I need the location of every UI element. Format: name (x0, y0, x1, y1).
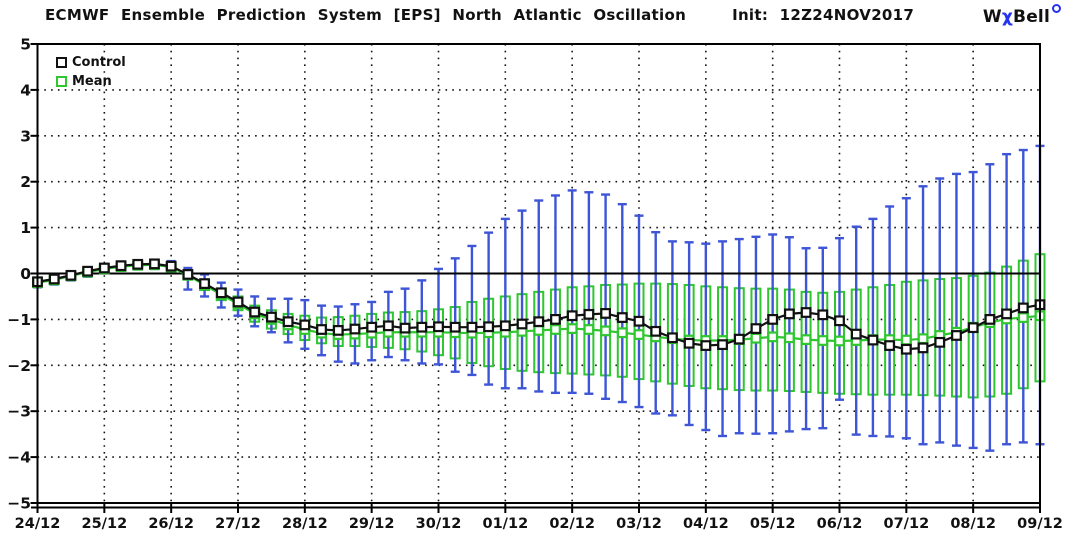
legend-mean-label: Mean (72, 74, 112, 89)
svg-text:07/12: 07/12 (884, 516, 930, 532)
svg-text:−5: −5 (7, 495, 31, 513)
svg-text:05/12: 05/12 (750, 516, 796, 532)
svg-text:29/12: 29/12 (349, 516, 395, 532)
control-marker-icon (56, 57, 67, 68)
logo-chi-letter: χ (1001, 7, 1014, 27)
logo-w: W (982, 7, 1002, 27)
svg-text:27/12: 27/12 (215, 516, 261, 532)
svg-text:−1: −1 (7, 311, 31, 329)
svg-text:06/12: 06/12 (817, 516, 863, 532)
init-time-label: Init: 12Z24NOV2017 (732, 6, 915, 24)
svg-text:24/12: 24/12 (15, 516, 61, 532)
svg-text:−3: −3 (7, 403, 31, 421)
legend-item-control: Control (56, 53, 126, 72)
svg-text:−4: −4 (7, 449, 31, 467)
chart-legend: Control Mean (56, 53, 126, 91)
svg-text:30/12: 30/12 (416, 516, 462, 532)
svg-text:2: 2 (20, 173, 31, 191)
svg-text:04/12: 04/12 (683, 516, 729, 532)
svg-text:0: 0 (20, 265, 31, 283)
svg-text:09/12: 09/12 (1017, 516, 1063, 532)
svg-text:28/12: 28/12 (282, 516, 328, 532)
svg-text:−2: −2 (7, 357, 31, 375)
degree-ring-icon (1052, 4, 1061, 13)
svg-text:3: 3 (20, 127, 31, 145)
svg-text:08/12: 08/12 (950, 516, 996, 532)
svg-text:03/12: 03/12 (616, 516, 662, 532)
svg-text:25/12: 25/12 (82, 516, 128, 532)
svg-text:01/12: 01/12 (483, 516, 529, 532)
mean-marker-icon (56, 76, 67, 87)
logo-bell: Bell (1013, 7, 1050, 27)
svg-text:4: 4 (20, 81, 31, 99)
page-title: ECMWF Ensemble Prediction System [EPS] N… (45, 6, 687, 24)
chart-header: ECMWF Ensemble Prediction System [EPS] N… (45, 6, 914, 24)
svg-text:5: 5 (20, 36, 31, 54)
svg-text:26/12: 26/12 (148, 516, 194, 532)
legend-item-mean: Mean (56, 72, 126, 91)
wxbell-logo: WχBell (983, 4, 1061, 27)
svg-text:1: 1 (20, 219, 31, 237)
legend-control-label: Control (72, 55, 126, 70)
svg-text:02/12: 02/12 (549, 516, 595, 532)
